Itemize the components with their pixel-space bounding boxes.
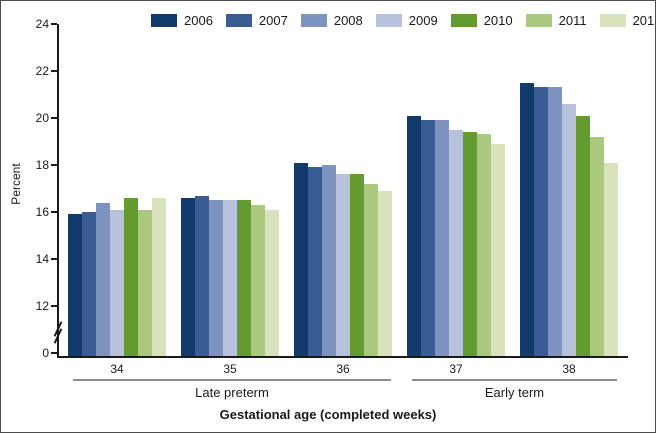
y-tick	[51, 164, 57, 166]
y-tick	[51, 352, 57, 354]
bar-2012-35	[265, 209, 279, 356]
bar-2007-37	[421, 120, 435, 356]
group-bracket	[73, 379, 391, 381]
bar-2012-36	[378, 190, 392, 356]
bar-2011-36	[364, 183, 378, 356]
legend-swatch-icon	[599, 14, 626, 27]
y-tick	[51, 258, 57, 260]
bar-2008-38	[548, 87, 562, 356]
legend-label: 2008	[333, 13, 363, 28]
bar-2006-35	[181, 197, 195, 356]
legend-label: 2011	[558, 13, 587, 28]
bar-2009-35	[223, 200, 237, 356]
legend-item-2006: 2006	[151, 14, 213, 27]
legend-swatch-icon	[375, 14, 402, 27]
y-tick	[51, 305, 57, 307]
y-tick-label: 0	[42, 346, 49, 360]
bar-2011-37	[477, 134, 491, 356]
group-bracket	[412, 379, 617, 381]
y-tick-label: 12	[35, 299, 49, 313]
legend-label: 2009	[408, 13, 438, 28]
legend-item-2008: 2008	[300, 13, 363, 28]
bar-2010-38	[576, 115, 590, 356]
bar-2008-34	[96, 202, 110, 356]
chart-legend: 2006 2007 2008 2009 2010 2011 2012	[151, 13, 655, 28]
y-tick	[51, 70, 57, 72]
y-tick-label: 24	[35, 17, 49, 31]
legend-swatch-icon	[300, 14, 327, 27]
legend-item-2007: 2007	[225, 13, 288, 28]
legend-swatch-icon	[525, 14, 552, 27]
y-tick	[51, 211, 57, 213]
y-tick	[51, 117, 57, 119]
bar-2012-38	[604, 162, 618, 356]
bar-2008-35	[209, 200, 223, 356]
bar-2009-38	[562, 103, 576, 356]
bar-2009-36	[336, 174, 350, 356]
bar-2009-37	[449, 129, 463, 356]
legend-item-2011: 2011	[525, 13, 587, 28]
bar-2010-35	[237, 200, 251, 356]
legend-label: 2010	[483, 13, 513, 28]
bar-2007-38	[534, 87, 548, 356]
legend-swatch-icon	[450, 14, 477, 27]
bar-2011-38	[590, 136, 604, 356]
x-axis-title: Gestational age (completed weeks)	[219, 407, 437, 422]
legend-item-2010: 2010	[450, 13, 513, 28]
bar-2007-35	[195, 195, 209, 356]
bar-2007-36	[308, 167, 322, 356]
category-label-36: 36	[336, 362, 350, 376]
bar-2012-37	[491, 143, 505, 356]
bar-2006-36	[294, 162, 308, 356]
y-tick-label: 22	[35, 64, 49, 78]
bar-2008-37	[435, 120, 449, 356]
bar-2006-38	[520, 82, 534, 356]
bar-2010-36	[350, 174, 364, 356]
y-axis-line	[57, 24, 59, 357]
y-tick-label: 14	[35, 252, 49, 266]
bar-2006-34	[68, 214, 82, 356]
y-tick	[51, 23, 57, 25]
y-tick-label: 20	[35, 111, 49, 125]
bar-2011-34	[138, 209, 152, 356]
category-label-38: 38	[562, 362, 576, 376]
legend-item-2009: 2009	[375, 13, 438, 28]
bar-2006-37	[407, 115, 421, 356]
group-label: Late preterm	[195, 385, 269, 400]
legend-label: 2012	[632, 13, 655, 28]
legend-item-2012: 2012	[599, 13, 655, 28]
legend-label: 2007	[258, 13, 288, 28]
bar-2011-35	[251, 204, 265, 356]
legend-swatch-icon	[151, 14, 177, 27]
bar-2009-34	[110, 209, 124, 356]
bar-2008-36	[322, 165, 336, 356]
bar-2012-34	[152, 197, 166, 356]
category-label-35: 35	[223, 362, 237, 376]
legend-label: 2006	[184, 13, 213, 28]
group-label: Early term	[484, 385, 545, 400]
category-label-34: 34	[110, 362, 124, 376]
x-axis-line	[57, 356, 628, 358]
legend-swatch-icon	[225, 14, 252, 27]
y-tick-label: 18	[35, 158, 49, 172]
bar-2010-34	[124, 197, 138, 356]
bar-2007-34	[82, 212, 96, 356]
y-tick-label: 16	[35, 205, 49, 219]
category-label-37: 37	[449, 362, 463, 376]
bar-2010-37	[463, 132, 477, 356]
